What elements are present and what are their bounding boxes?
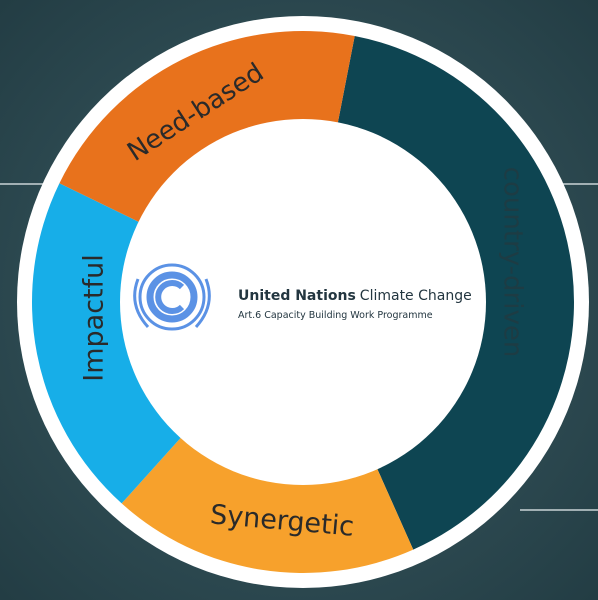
logo-suffix: Climate Change — [360, 288, 472, 304]
logo-org: United Nations — [238, 288, 356, 304]
infographic: United NationsClimate Change Art.6 Capac… — [0, 0, 598, 600]
logo-subtitle: Art.6 Capacity Building Work Programme — [238, 310, 433, 321]
segment-label: Impactful — [79, 254, 110, 382]
segment-label: country-driven — [498, 167, 528, 358]
